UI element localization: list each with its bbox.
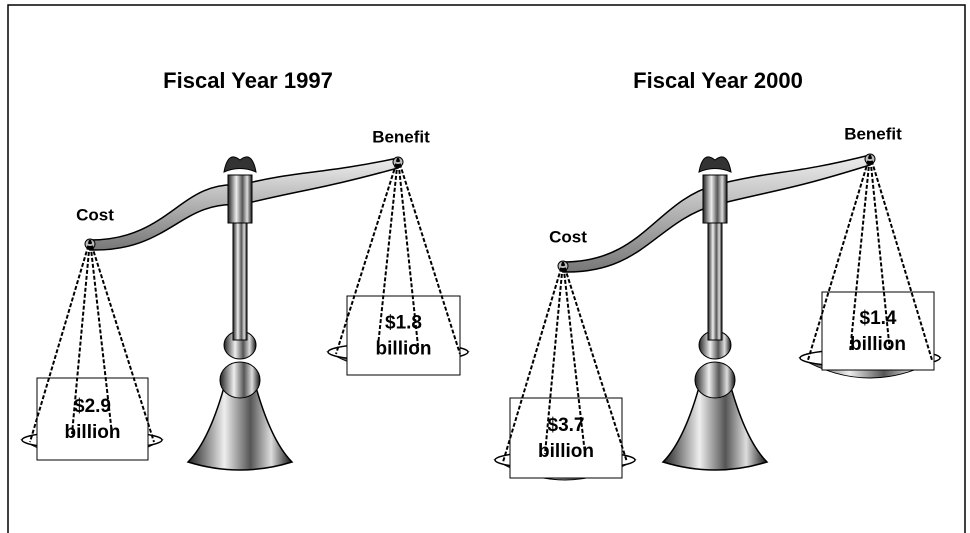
frame: [8, 5, 965, 533]
amount-box: [822, 292, 934, 370]
scale-collar: [703, 175, 727, 223]
eagle: [699, 157, 731, 172]
scale-knob: [220, 362, 260, 398]
amount: $1.8: [385, 313, 422, 334]
amount-unit: billion: [376, 339, 432, 360]
scale-collar: [228, 175, 252, 223]
scale-title: Fiscal Year 1997: [163, 68, 333, 93]
eagle: [224, 157, 256, 172]
scale-pillar: [233, 210, 247, 340]
amount-box: [37, 378, 148, 460]
amount-unit: billion: [850, 334, 906, 355]
scale-knob: [695, 362, 735, 398]
amount-box: [510, 398, 622, 478]
benefit-label: Benefit: [844, 124, 902, 143]
amount: $1.4: [860, 308, 897, 329]
amount: $3.7: [548, 415, 585, 436]
illustration: Fiscal Year 1997 $2.9 billion $1.8 billion Co…: [0, 0, 970, 533]
scale-title: Fiscal Year 2000: [633, 68, 803, 93]
amount: $2.9: [74, 396, 111, 417]
benefit-label: Benefit: [372, 127, 430, 146]
amount-box: [347, 296, 460, 375]
cost-label: Cost: [549, 227, 587, 246]
cost-label: Cost: [76, 205, 114, 224]
scale-pillar: [708, 210, 722, 340]
